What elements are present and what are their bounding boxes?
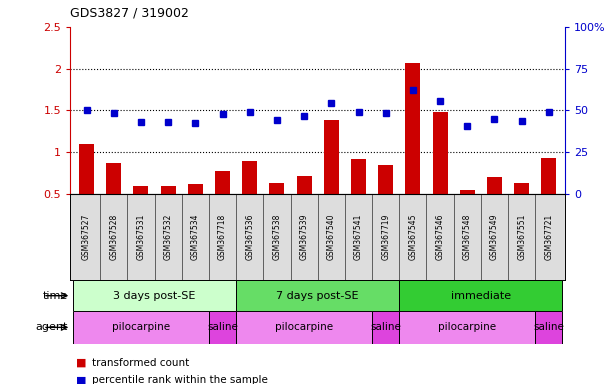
- Bar: [209, 311, 236, 344]
- Text: saline: saline: [533, 322, 565, 333]
- Bar: [236, 311, 372, 344]
- Bar: [433, 112, 448, 236]
- Text: GSM367536: GSM367536: [245, 214, 254, 260]
- Text: 7 days post-SE: 7 days post-SE: [276, 291, 359, 301]
- Text: GSM367532: GSM367532: [164, 214, 173, 260]
- Bar: [133, 185, 148, 236]
- Bar: [535, 311, 563, 344]
- Text: ■: ■: [76, 358, 87, 368]
- Text: time: time: [43, 291, 68, 301]
- Text: GSM367541: GSM367541: [354, 214, 363, 260]
- Text: percentile rank within the sample: percentile rank within the sample: [92, 375, 268, 384]
- Text: GSM367528: GSM367528: [109, 214, 119, 260]
- Bar: [487, 177, 502, 236]
- Bar: [324, 121, 338, 236]
- Bar: [378, 165, 393, 236]
- Text: saline: saline: [370, 322, 401, 333]
- Text: pilocarpine: pilocarpine: [112, 322, 170, 333]
- Text: GSM367551: GSM367551: [517, 214, 526, 260]
- Bar: [106, 163, 121, 236]
- Bar: [400, 311, 535, 344]
- Text: GSM367546: GSM367546: [436, 214, 445, 260]
- Text: saline: saline: [207, 322, 238, 333]
- Text: GSM367718: GSM367718: [218, 214, 227, 260]
- Text: pilocarpine: pilocarpine: [275, 322, 333, 333]
- Bar: [297, 175, 312, 236]
- Text: GDS3827 / 319002: GDS3827 / 319002: [70, 6, 189, 19]
- Bar: [460, 190, 475, 236]
- Text: GSM367538: GSM367538: [273, 214, 282, 260]
- Bar: [541, 158, 557, 236]
- Text: GSM367548: GSM367548: [463, 214, 472, 260]
- Text: GSM367721: GSM367721: [544, 214, 554, 260]
- Bar: [514, 183, 529, 236]
- Text: GSM367540: GSM367540: [327, 214, 336, 260]
- Text: GSM367539: GSM367539: [299, 214, 309, 260]
- Text: GSM367534: GSM367534: [191, 214, 200, 260]
- Text: transformed count: transformed count: [92, 358, 189, 368]
- Bar: [215, 171, 230, 236]
- Bar: [400, 280, 563, 311]
- Bar: [351, 159, 366, 236]
- Text: agent: agent: [35, 322, 68, 333]
- Text: pilocarpine: pilocarpine: [438, 322, 496, 333]
- Text: GSM367531: GSM367531: [136, 214, 145, 260]
- Text: immediate: immediate: [451, 291, 511, 301]
- Bar: [372, 311, 400, 344]
- Text: GSM367545: GSM367545: [408, 214, 417, 260]
- Text: ■: ■: [76, 375, 87, 384]
- Bar: [73, 280, 236, 311]
- Bar: [269, 183, 284, 236]
- Bar: [236, 280, 400, 311]
- Bar: [73, 311, 209, 344]
- Bar: [406, 63, 420, 236]
- Bar: [79, 144, 94, 236]
- Bar: [242, 161, 257, 236]
- Bar: [188, 184, 203, 236]
- Text: GSM367549: GSM367549: [490, 214, 499, 260]
- Text: 3 days post-SE: 3 days post-SE: [114, 291, 196, 301]
- Text: GSM367719: GSM367719: [381, 214, 390, 260]
- Bar: [161, 185, 175, 236]
- Text: GSM367527: GSM367527: [82, 214, 91, 260]
